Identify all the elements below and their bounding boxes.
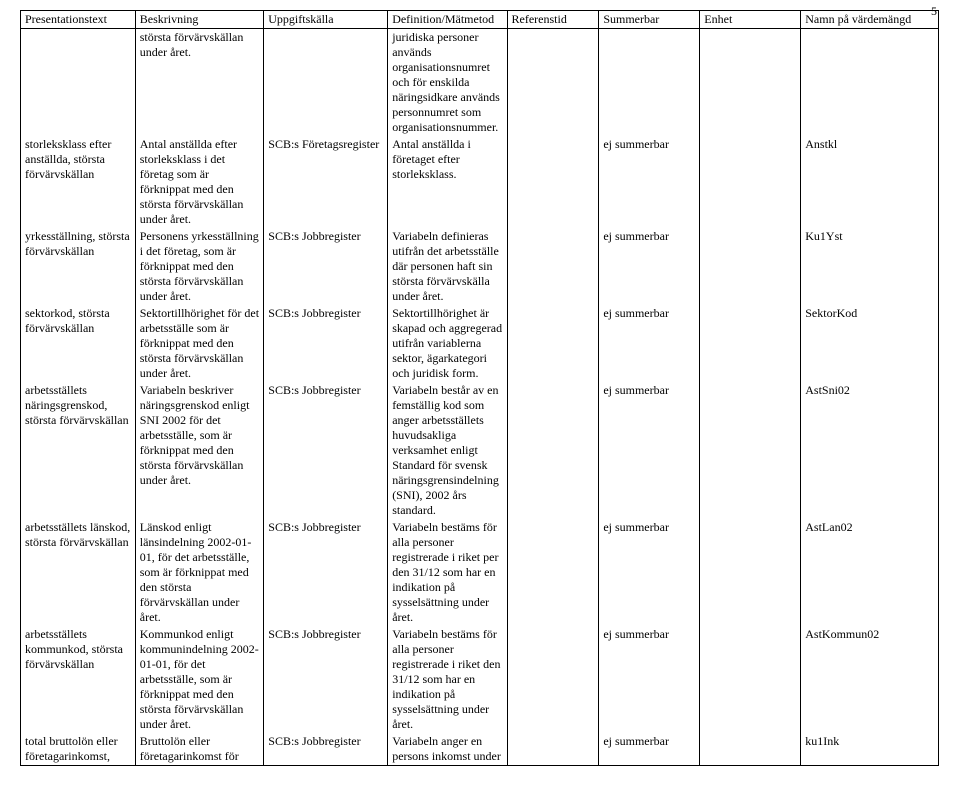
cell: Länskod enligt länsindelning 2002-01-01,…	[135, 519, 264, 626]
cell: sektorkod, största förvärvskällan	[21, 305, 136, 382]
cell: Variabeln beskriver näringsgrenskod enli…	[135, 382, 264, 519]
cell	[700, 136, 801, 228]
cell: Kommunkod enligt kommunindelning 2002-01…	[135, 626, 264, 733]
cell: ku1Ink	[801, 733, 939, 766]
cell: Variabeln bestäms för alla personer regi…	[388, 519, 507, 626]
cell	[700, 228, 801, 305]
data-table: Presentationstext Beskrivning Uppgiftskä…	[20, 10, 939, 766]
table-row: arbetsställets näringsgrenskod, största …	[21, 382, 939, 519]
cell: yrkesställning, största förvärvskällan	[21, 228, 136, 305]
col-header: Enhet	[700, 11, 801, 29]
cell: storleksklass efter anställda, största f…	[21, 136, 136, 228]
cell: AstKommun02	[801, 626, 939, 733]
cell: Personens yrkesställning i det företag, …	[135, 228, 264, 305]
cell	[700, 382, 801, 519]
cell: SCB:s Jobbregister	[264, 519, 388, 626]
table-row: yrkesställning, största förvärvskällan P…	[21, 228, 939, 305]
cell: AstLan02	[801, 519, 939, 626]
cell: ej summerbar	[599, 733, 700, 766]
col-header: Presentationstext	[21, 11, 136, 29]
col-header: Uppgiftskälla	[264, 11, 388, 29]
table-row: total bruttolön eller företagarinkomst, …	[21, 733, 939, 766]
cell	[507, 136, 599, 228]
cell: Sektortillhörighet för det arbetsställe …	[135, 305, 264, 382]
cell	[700, 626, 801, 733]
cell	[599, 29, 700, 137]
col-header: Definition/Mätmetod	[388, 11, 507, 29]
cell: ej summerbar	[599, 626, 700, 733]
cell: arbetsställets länskod, största förvärvs…	[21, 519, 136, 626]
cell: Antal anställda efter storleksklass i de…	[135, 136, 264, 228]
cell: största förvärvskällan under året.	[135, 29, 264, 137]
cell	[700, 733, 801, 766]
cell: SCB:s Jobbregister	[264, 305, 388, 382]
col-header: Referenstid	[507, 11, 599, 29]
cell: SCB:s Jobbregister	[264, 228, 388, 305]
table-row: största förvärvskällan under året. jurid…	[21, 29, 939, 137]
cell: arbetsställets näringsgrenskod, största …	[21, 382, 136, 519]
cell: Variabeln anger en persons inkomst under	[388, 733, 507, 766]
cell: Variabeln består av en femställig kod so…	[388, 382, 507, 519]
cell: Sektortillhörighet är skapad och aggrege…	[388, 305, 507, 382]
cell	[700, 519, 801, 626]
cell: juridiska personer används organisations…	[388, 29, 507, 137]
cell: ej summerbar	[599, 136, 700, 228]
cell: SCB:s Jobbregister	[264, 382, 388, 519]
cell	[21, 29, 136, 137]
cell	[700, 305, 801, 382]
cell: arbetsställets kommunkod, största förvär…	[21, 626, 136, 733]
cell: total bruttolön eller företagarinkomst,	[21, 733, 136, 766]
table-header-row: Presentationstext Beskrivning Uppgiftskä…	[21, 11, 939, 29]
cell	[507, 733, 599, 766]
cell: AstSni02	[801, 382, 939, 519]
table-row: storleksklass efter anställda, största f…	[21, 136, 939, 228]
cell	[801, 29, 939, 137]
page-number: 5	[931, 4, 937, 19]
cell: SCB:s Jobbregister	[264, 626, 388, 733]
cell: Ku1Yst	[801, 228, 939, 305]
table-row: sektorkod, största förvärvskällan Sektor…	[21, 305, 939, 382]
cell: SCB:s Företagsregister	[264, 136, 388, 228]
cell: ej summerbar	[599, 382, 700, 519]
cell: Bruttolön eller företagarinkomst för	[135, 733, 264, 766]
document-page: 5 Presentationstext Beskrivning Uppgifts…	[0, 0, 959, 786]
cell	[507, 382, 599, 519]
cell	[700, 29, 801, 137]
col-header: Beskrivning	[135, 11, 264, 29]
cell	[507, 305, 599, 382]
cell: Variabeln bestäms för alla personer regi…	[388, 626, 507, 733]
cell	[264, 29, 388, 137]
cell: SCB:s Jobbregister	[264, 733, 388, 766]
cell: Variabeln definieras utifrån det arbetss…	[388, 228, 507, 305]
table-row: arbetsställets länskod, största förvärvs…	[21, 519, 939, 626]
cell: ej summerbar	[599, 228, 700, 305]
table-row: arbetsställets kommunkod, största förvär…	[21, 626, 939, 733]
cell	[507, 626, 599, 733]
cell: ej summerbar	[599, 519, 700, 626]
col-header: Namn på värdemängd	[801, 11, 939, 29]
col-header: Summerbar	[599, 11, 700, 29]
cell	[507, 29, 599, 137]
cell: Anstkl	[801, 136, 939, 228]
cell: Antal anställda i företaget efter storle…	[388, 136, 507, 228]
cell	[507, 228, 599, 305]
cell: SektorKod	[801, 305, 939, 382]
cell: ej summerbar	[599, 305, 700, 382]
cell	[507, 519, 599, 626]
